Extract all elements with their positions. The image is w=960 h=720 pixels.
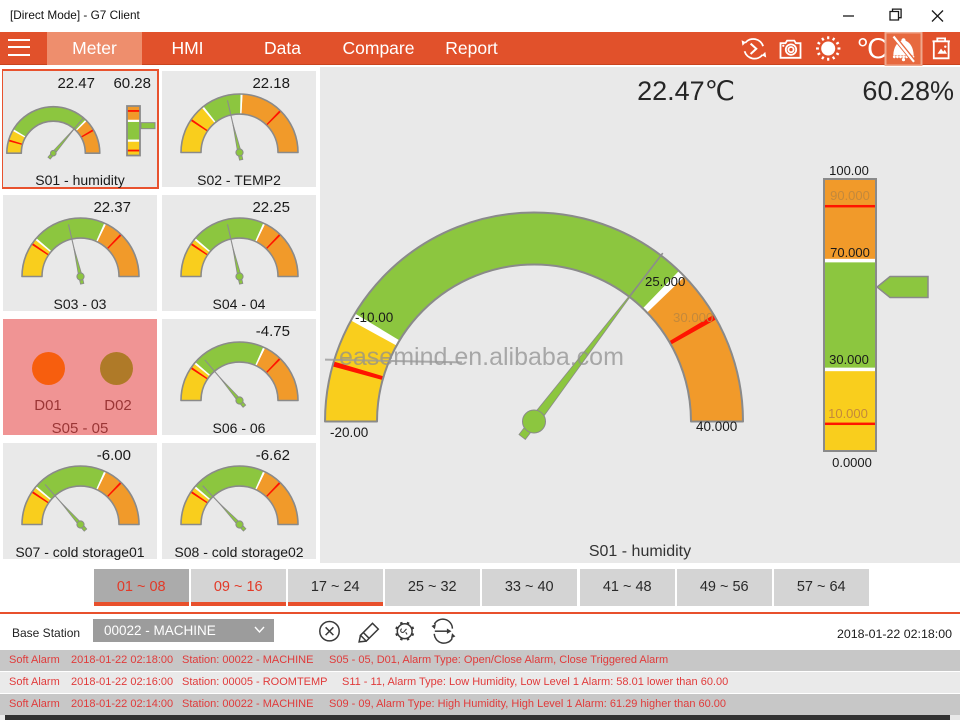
svg-text:℃: ℃ [856, 34, 886, 64]
